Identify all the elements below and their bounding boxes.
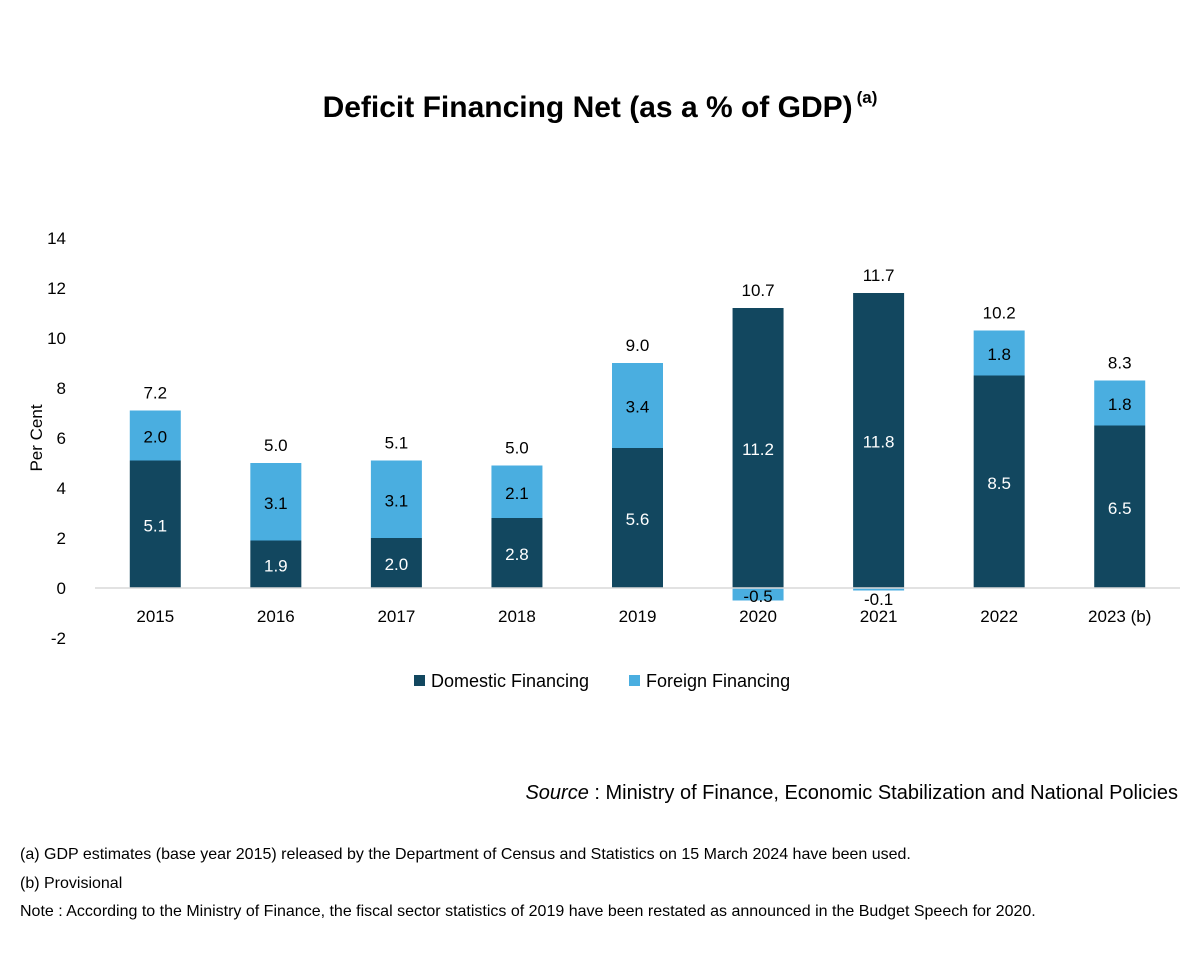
y-tick-label: -2 <box>51 629 66 648</box>
data-label-foreign: -0.1 <box>864 590 893 609</box>
bar-foreign-8 <box>1094 380 1146 426</box>
data-label-domestic: 11.2 <box>742 440 774 459</box>
data-label-domestic: 2.8 <box>505 545 529 564</box>
x-tick-label: 2015 <box>136 607 174 626</box>
legend-swatch-domestic <box>414 675 425 686</box>
bar-foreign-3 <box>491 465 543 518</box>
x-tick-label: 2022 <box>980 607 1018 626</box>
data-label-foreign: 3.4 <box>626 398 650 417</box>
x-tick-label: 2020 <box>739 607 777 626</box>
data-label-total: 5.1 <box>385 434 409 453</box>
y-tick-label: 12 <box>47 279 66 298</box>
bar-foreign-2 <box>370 460 422 538</box>
y-tick-label: 6 <box>57 429 66 448</box>
bar-foreign-4 <box>612 363 663 448</box>
footnote-note: Note : According to the Ministry of Fina… <box>20 903 1036 920</box>
data-label-domestic: 6.5 <box>1108 499 1132 518</box>
data-label-domestic: 1.9 <box>264 556 288 575</box>
legend-label-domestic: Domestic Financing <box>431 671 589 691</box>
data-label-foreign: 3.1 <box>385 491 409 510</box>
title-footnote-marker: (a) <box>856 88 878 107</box>
data-label-total: 5.0 <box>264 436 288 455</box>
data-label-domestic: 8.5 <box>987 474 1011 493</box>
footnote-a: (a) GDP estimates (base year 2015) relea… <box>20 846 911 863</box>
y-tick-label: 0 <box>57 579 66 598</box>
bar-domestic-6 <box>853 293 905 588</box>
bar-domestic-3 <box>491 518 543 588</box>
x-tick-label: 2018 <box>498 607 536 626</box>
data-label-foreign: 1.8 <box>1108 395 1132 414</box>
source-text: : Ministry of Finance, Economic Stabiliz… <box>588 782 1178 804</box>
x-tick-label: 2019 <box>619 607 657 626</box>
x-tick-label: 2016 <box>257 607 295 626</box>
data-label-foreign: 3.1 <box>264 494 288 513</box>
data-label-total: 5.0 <box>505 439 529 458</box>
data-label-domestic: 5.1 <box>143 516 167 535</box>
source-label: Source <box>525 782 589 804</box>
y-tick-label: 2 <box>57 529 66 548</box>
bar-foreign-1 <box>250 463 302 541</box>
data-label-foreign: 1.8 <box>987 345 1011 364</box>
data-label-total: 9.0 <box>626 336 650 355</box>
bar-domestic-8 <box>1094 425 1146 588</box>
bar-domestic-0 <box>129 460 181 588</box>
footnote-b: (b) Provisional <box>20 875 123 892</box>
data-label-foreign: 2.0 <box>143 428 167 447</box>
x-tick-label: 2021 <box>860 607 898 626</box>
bar-foreign-6 <box>853 588 905 591</box>
x-tick-label: 2023 (b) <box>1088 607 1151 626</box>
data-label-total: 8.3 <box>1108 354 1132 373</box>
bar-foreign-5 <box>732 588 784 601</box>
bar-foreign-0 <box>129 410 181 461</box>
x-tick-label: 2017 <box>377 607 415 626</box>
stacked-bar-chart: -2 0 2 4 6 8 10 12 14 Per Cent 5.1 2.0 7.2 2015 1.9 3.1… <box>27 229 1180 691</box>
data-label-domestic: 11.8 <box>863 433 895 452</box>
y-axis-label: Per Cent <box>27 404 46 471</box>
data-label-total: 7.2 <box>143 384 167 403</box>
y-tick-label: 4 <box>57 479 66 498</box>
bar-domestic-2 <box>370 538 422 588</box>
y-tick-label: 10 <box>47 329 66 348</box>
y-tick-label: 8 <box>57 379 66 398</box>
bar-foreign-7 <box>973 330 1025 376</box>
data-label-foreign: 2.1 <box>505 484 529 503</box>
source-line: Source : Ministry of Finance, Economic S… <box>525 782 1178 805</box>
legend-swatch-foreign <box>629 675 640 686</box>
bar-domestic-5 <box>732 308 784 588</box>
legend-label-foreign: Foreign Financing <box>646 671 790 691</box>
data-label-domestic: 5.6 <box>626 510 650 529</box>
data-label-total: 10.7 <box>742 281 775 300</box>
y-tick-label: 14 <box>47 229 66 248</box>
bar-domestic-4 <box>612 448 663 588</box>
data-label-foreign: -0.5 <box>743 587 772 606</box>
chart-title: Deficit Financing Net (as a % of GDP) (a) <box>322 88 878 124</box>
bar-domestic-1 <box>250 540 302 588</box>
data-label-total: 11.7 <box>863 266 895 285</box>
data-label-domestic: 2.0 <box>385 555 409 574</box>
bar-domestic-7 <box>973 375 1025 588</box>
data-label-total: 10.2 <box>983 304 1016 323</box>
